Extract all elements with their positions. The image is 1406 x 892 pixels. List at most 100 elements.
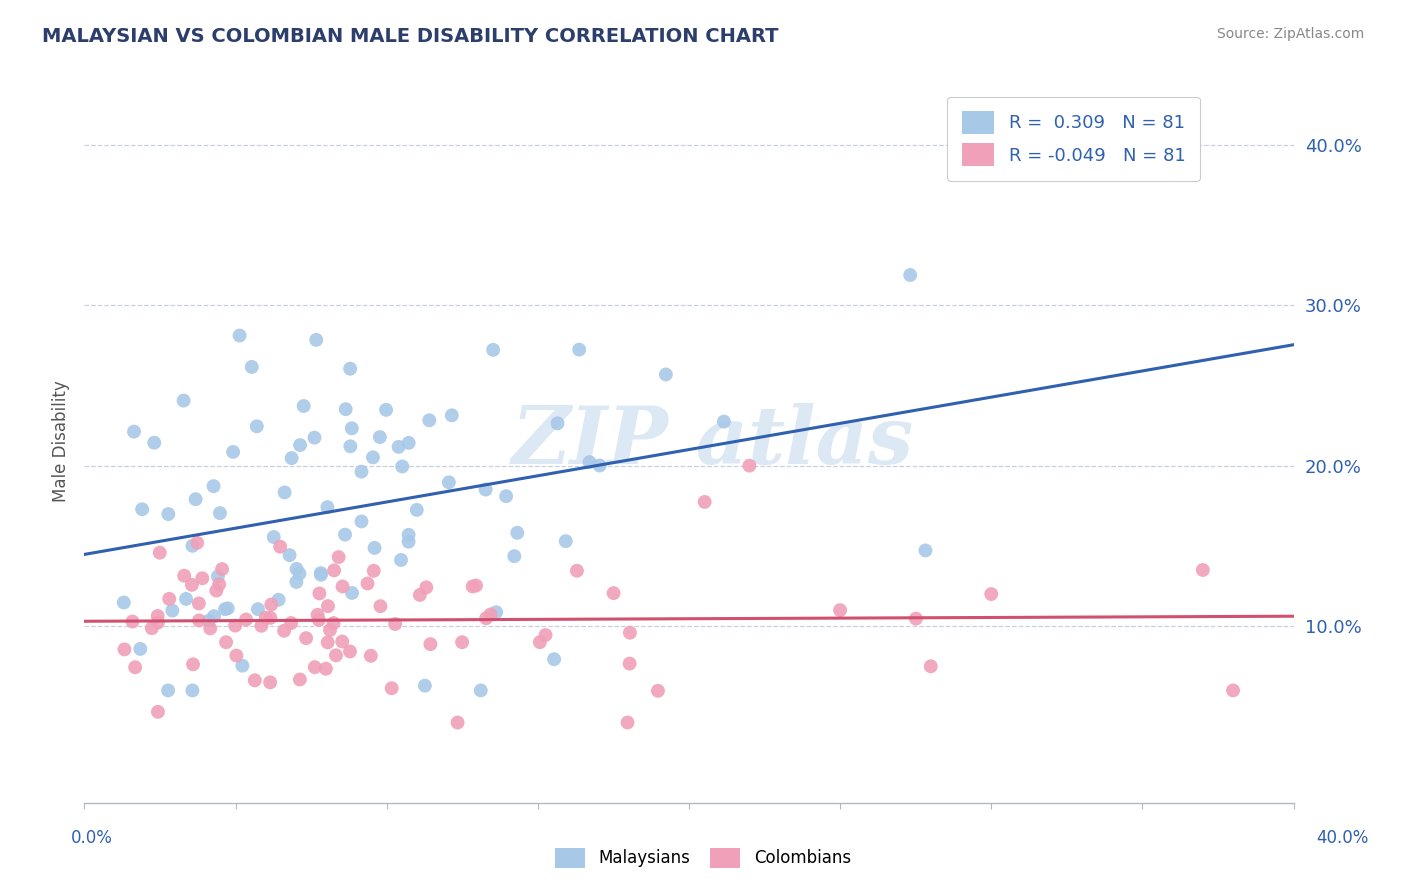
Point [304,660,326,674]
Point [184,492,207,507]
Point [333,527,356,541]
Point [186,536,208,550]
Point [384,617,406,632]
Point [280,615,302,630]
Point [214,602,236,616]
Point [465,578,488,592]
Point [440,409,463,423]
Point [391,459,413,474]
Point [121,615,143,629]
Point [529,635,551,649]
Point [1222,683,1244,698]
Point [419,637,441,651]
Point [437,475,460,490]
Point [308,586,330,600]
Point [200,621,222,635]
Point [304,431,326,445]
Point [904,612,927,626]
Point [619,625,641,640]
Point [173,393,195,408]
Point [181,657,204,672]
Point [308,613,330,627]
Point [143,435,166,450]
Point [830,603,852,617]
Point [398,528,420,542]
Point [350,465,373,479]
Point [174,591,197,606]
Point [389,553,412,567]
Point [322,616,344,631]
Point [415,580,437,594]
Point [307,607,329,622]
Point [534,628,557,642]
Point [292,399,315,413]
Text: 0.0%: 0.0% [70,830,112,847]
Point [254,611,277,625]
Point [269,540,291,554]
Point [461,579,484,593]
Point [980,587,1002,601]
Point [388,440,411,454]
Point [273,624,295,638]
Point [360,648,382,663]
Point [578,455,600,469]
Point [288,673,311,687]
Point [191,571,214,585]
Point [259,675,281,690]
Point [1192,563,1215,577]
Text: Source: ZipAtlas.com: Source: ZipAtlas.com [1216,27,1364,41]
Point [350,515,373,529]
Point [187,597,209,611]
Point [398,534,420,549]
Point [713,415,735,429]
Point [141,621,163,635]
Point [259,611,281,625]
Y-axis label: Male Disability: Male Disability [52,381,70,502]
Point [332,579,354,593]
Point [222,445,245,459]
Point [375,402,398,417]
Point [315,662,337,676]
Point [330,634,353,648]
Point [181,683,204,698]
Point [208,506,231,520]
Point [368,430,391,444]
Point [409,588,432,602]
Point [157,683,180,698]
Point [339,361,361,376]
Point [693,495,716,509]
Point [131,502,153,516]
Point [278,548,301,562]
Point [181,539,204,553]
Point [225,648,247,663]
Point [188,614,211,628]
Point [363,541,385,555]
Point [479,607,502,622]
Point [146,705,169,719]
Point [554,534,576,549]
Point [898,268,921,282]
Point [198,614,221,628]
Point [470,683,492,698]
Point [495,489,517,503]
Point [309,567,332,582]
Point [616,715,638,730]
Point [418,413,440,427]
Point [565,564,588,578]
Point [738,458,761,473]
Point [224,618,246,632]
Point [506,525,529,540]
Point [280,451,302,466]
Point [157,507,180,521]
Point [413,679,436,693]
Point [231,658,253,673]
Point [316,635,339,649]
Point [217,601,239,615]
Point [114,642,136,657]
Point [250,619,273,633]
Point [339,644,361,658]
Point [173,568,195,582]
Point [568,343,591,357]
Point [288,438,311,452]
Point [146,615,169,630]
